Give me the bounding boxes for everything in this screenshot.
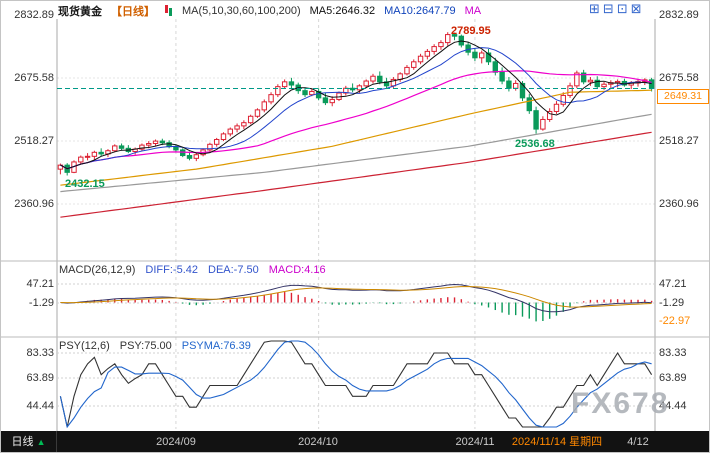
- time-axis-bar: 日线 ▲ 2024/09 2024/10 2024/11 2024/11/14 …: [1, 431, 709, 452]
- left-low-annotation: 2432.15: [65, 178, 105, 190]
- pane-layout-icon[interactable]: ⊡: [616, 1, 628, 16]
- high-annotation: 2789.95: [451, 25, 491, 37]
- psy-value: PSY:75.00: [119, 340, 172, 352]
- macd-tick-right: 47.21: [659, 278, 687, 290]
- macd-tick-right-low: -22.97: [659, 315, 691, 327]
- psy-tick-left: 44.44: [26, 400, 54, 412]
- macd-tick-right: -1.29: [659, 297, 685, 309]
- psy-settings-label: PSY(12,6): [59, 340, 110, 352]
- period-selector[interactable]: 日线 ▲: [1, 431, 57, 452]
- last-price-badge: 2649.31: [657, 89, 709, 104]
- macd-header: MACD(26,12,9) DIFF:-5.42 DEA:-7.50 MACD:…: [59, 264, 326, 276]
- period-label: 日线: [11, 436, 34, 448]
- macd-dea-value: DEA:-7.50: [208, 264, 259, 276]
- psy-tick-left: 83.33: [26, 347, 54, 359]
- macd-settings-label: MACD(26,12,9): [59, 264, 136, 276]
- zoom-out-icon[interactable]: ⊟: [602, 1, 614, 16]
- ma30-value-truncated: MA: [464, 4, 482, 17]
- fx678-watermark: FX678: [571, 387, 670, 420]
- psyma-value: PSYMA:76.39: [181, 340, 251, 352]
- psy-tick-right: 44.44: [659, 400, 687, 412]
- psy-tick-right: 83.33: [659, 347, 687, 359]
- period-tag: 【日线】: [111, 5, 155, 18]
- swing-low-annotation: 2536.68: [515, 138, 555, 150]
- price-tick-left: 2360.96: [14, 198, 54, 210]
- macd-hist-value: MACD:4.16: [268, 264, 326, 276]
- ma5-value: MA5:2646.32: [309, 4, 376, 17]
- price-tick-right: 2832.89: [659, 9, 699, 21]
- price-tick-left: 2832.89: [14, 9, 54, 21]
- macd-tick-left: -1.29: [28, 297, 54, 309]
- macd-diff-value: DIFF:-5.42: [145, 264, 198, 276]
- selected-date-label: 2024/11/14 星期四: [511, 436, 603, 448]
- month-label-nov: 2024/11: [455, 436, 495, 448]
- psy-tick-right: 63.89: [659, 372, 687, 384]
- price-tick-right: 2675.58: [659, 72, 699, 84]
- end-date-label: 4/12: [627, 436, 649, 448]
- macd-tick-left: 47.21: [26, 278, 54, 290]
- month-label-sep: 2024/09: [156, 436, 196, 448]
- chart-header: 现货黄金 【日线】 MA(5,10,30,60,100,200) MA5:264…: [58, 3, 481, 18]
- ma-settings-label: MA(5,10,30,60,100,200): [182, 4, 301, 17]
- psy-header: PSY(12,6) PSY:75.00 PSYMA:76.39: [59, 340, 251, 352]
- psy-tick-left: 63.89: [26, 372, 54, 384]
- price-tick-right: 2518.27: [659, 135, 699, 147]
- chart-toolbar: ⊞ ⊟ ⊡ ⊠: [589, 1, 642, 17]
- price-tick-left: 2518.27: [14, 135, 54, 147]
- price-tick-right: 2360.96: [659, 198, 699, 210]
- up-arrow-icon: ▲: [36, 437, 46, 447]
- zoom-in-icon[interactable]: ⊞: [589, 1, 600, 16]
- fullscreen-icon[interactable]: ⊠: [630, 1, 642, 16]
- ma10-value: MA10:2647.79: [384, 4, 456, 17]
- symbol-name: 现货黄金: [58, 5, 102, 18]
- candlestick-icon: [164, 4, 173, 17]
- month-label-oct: 2024/10: [298, 436, 338, 448]
- price-tick-left: 2675.58: [14, 72, 54, 84]
